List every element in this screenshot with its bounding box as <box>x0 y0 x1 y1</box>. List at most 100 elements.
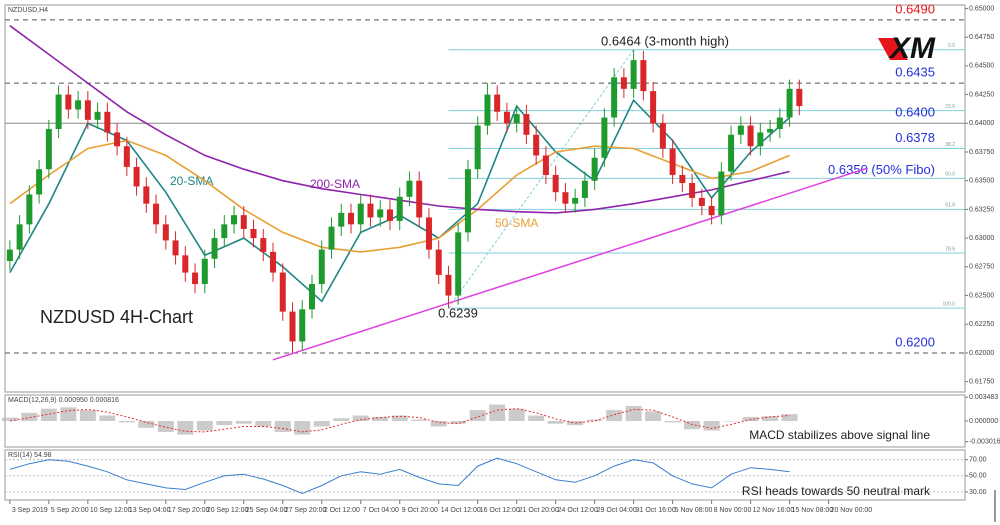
candle-body <box>172 240 179 256</box>
macd-bar <box>79 410 96 421</box>
macd-bar <box>216 421 233 426</box>
macd-bar <box>99 415 116 421</box>
x-tick-label: 20 Nov 00:00 <box>831 507 873 514</box>
y-tick-label: 0.63000 <box>969 235 994 242</box>
main-panel <box>4 4 966 393</box>
x-tick-label: 10 Sep 12:00 <box>90 507 132 514</box>
candle-body <box>182 255 189 273</box>
fibo-label: 100.0 <box>942 301 955 307</box>
x-tick-label: 5 Nov 08:00 <box>675 507 713 514</box>
macd-bar <box>40 408 57 421</box>
candle-body <box>503 111 510 124</box>
x-tick-label: 20 Sep 12:00 <box>207 507 249 514</box>
macd-bar <box>625 405 642 421</box>
fibo-label: 0.0 <box>948 43 955 49</box>
x-tick-label: 12 Nov 16:00 <box>753 507 795 514</box>
candle-body <box>65 94 72 110</box>
candle-body <box>104 111 111 133</box>
candle-body <box>533 134 540 156</box>
candle-body <box>386 209 393 221</box>
macd-bar <box>606 410 623 421</box>
macd-bar <box>567 421 584 426</box>
candle-body <box>133 166 140 187</box>
macd-bar <box>196 421 213 431</box>
candle-body <box>552 174 559 193</box>
candle-body <box>425 217 432 250</box>
macd-bar <box>742 416 759 421</box>
candle-body <box>328 226 335 250</box>
level-label: 0.6400 <box>895 105 935 120</box>
candle-body <box>513 114 520 124</box>
x-tick-label: 27 Sep 20:00 <box>285 507 327 514</box>
rsi-panel <box>4 449 966 501</box>
annotation: 0.6464 (3-month high) <box>601 33 729 48</box>
candle-body <box>231 215 238 225</box>
candle-body <box>601 117 608 158</box>
candle-body <box>591 157 598 181</box>
sma-line <box>9 139 790 253</box>
x-tick-label: 24 Oct 12:00 <box>558 507 598 514</box>
candle-body <box>347 212 354 225</box>
candle-body <box>494 94 501 112</box>
candle-body <box>689 182 696 198</box>
y-tick-label: 0.63500 <box>969 178 994 185</box>
y-tick-label: 0.64250 <box>969 91 994 98</box>
macd-bar <box>294 421 311 435</box>
x-tick-label: 7 Oct 04:00 <box>363 507 399 514</box>
chart-title: NZDUSD 4H-Chart <box>40 307 193 327</box>
x-tick-label: 17 Sep 20:00 <box>168 507 210 514</box>
candle-body <box>211 238 218 259</box>
macd-bar <box>157 421 174 432</box>
candle-body <box>698 197 705 206</box>
candle-body <box>84 100 91 120</box>
x-tick-label: 14 Oct 12:00 <box>441 507 481 514</box>
candle-body <box>620 77 627 89</box>
y-tick-label: 0.62750 <box>969 264 994 271</box>
macd-label: MACD(12,26,9) 0.000950 0.000816 <box>8 397 119 404</box>
macd-bar <box>645 411 662 421</box>
x-tick-label: 31 Oct 16:00 <box>636 507 676 514</box>
macd-bar <box>411 419 428 421</box>
candle-body <box>153 203 160 225</box>
candle-body <box>309 284 316 310</box>
candle-body <box>240 215 247 229</box>
fibo-label: 61.8 <box>945 203 955 209</box>
candle-body <box>357 203 364 225</box>
candle-body <box>201 258 208 285</box>
annotation: 0.6239 <box>438 305 478 320</box>
candle-body <box>445 274 452 296</box>
fibo-label: 23.6 <box>945 104 955 110</box>
x-tick-label: 15 Nov 08:00 <box>792 507 834 514</box>
macd-note: MACD stabilizes above signal line <box>749 428 930 442</box>
candle-body <box>718 171 725 216</box>
logo: XM <box>888 32 936 65</box>
y-tick-label: 0.64500 <box>969 63 994 70</box>
y-tick-label: 0.63750 <box>969 149 994 156</box>
level-label: 0.6435 <box>895 65 935 80</box>
candle-body <box>581 180 588 198</box>
rsi-line <box>9 457 790 495</box>
candle-body <box>474 125 481 170</box>
macd-bar <box>703 421 720 431</box>
macd-bar <box>547 421 564 424</box>
candle-body <box>338 212 345 227</box>
macd-bar <box>60 407 77 421</box>
candle-body <box>747 125 754 147</box>
candle-body <box>708 205 715 216</box>
y-tick-label: 0.61750 <box>969 379 994 386</box>
candle-body <box>611 77 618 118</box>
x-tick-label: 21 Oct 20:00 <box>519 507 559 514</box>
macd-bar <box>723 421 740 422</box>
fibo-label: 38.2 <box>945 142 955 148</box>
candle-body <box>659 123 666 149</box>
candle-body <box>377 209 384 218</box>
macd-bar <box>664 421 681 423</box>
candle-body <box>484 94 491 126</box>
x-tick-label: 5 Sep 20:00 <box>51 507 89 514</box>
candle-body <box>26 194 33 225</box>
level-label: 0.6350 (50% Fibo) <box>828 162 935 177</box>
candle-body <box>192 272 199 285</box>
candle-body <box>650 91 657 124</box>
